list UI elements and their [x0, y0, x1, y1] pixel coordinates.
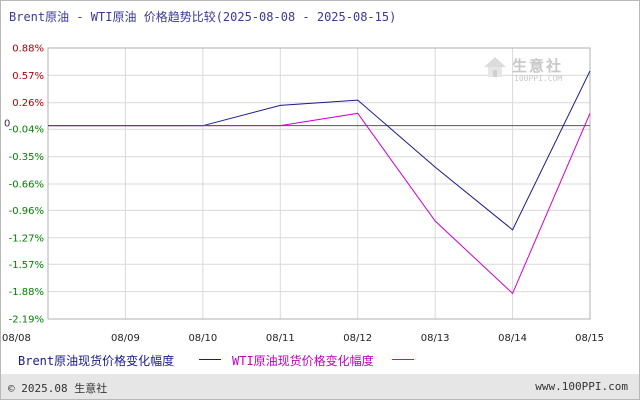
watermark-house-icon [484, 57, 506, 77]
chart-plot: 0 0.88% 0.57% 0.26% -0.04% -0.35% -0.66% -0.96… [2, 44, 604, 345]
legend-item-brent: Brent原油现货价格变化幅度 [18, 354, 175, 368]
series-line-wti [48, 112, 591, 295]
footer-website-link[interactable]: www.100PPI.com [535, 380, 628, 393]
x-tick-label: 08/14 [498, 333, 527, 344]
x-tick-label: 08/12 [343, 333, 372, 344]
plot-border [47, 47, 591, 320]
watermark-url: 100PPI.COM [514, 74, 563, 83]
y-tick-label: 0.26% [12, 98, 44, 109]
y-tick-labels: 0.88% 0.57% 0.26% -0.04% -0.35% -0.66% -0.96% -… [9, 44, 44, 326]
y-tick-label: 0.57% [12, 71, 44, 82]
y-tick-label: -1.57% [9, 260, 44, 271]
x-tick-label: 08/13 [421, 333, 450, 344]
zero-axis-label: 0 [4, 119, 10, 130]
legend-swatch-wti [392, 359, 414, 360]
y-tick-label: -0.35% [9, 152, 44, 163]
legend-item-wti: WTI原油现货价格变化幅度 [232, 354, 374, 368]
x-tick-label: 08/08 [2, 333, 31, 344]
y-tick-label: -0.96% [9, 206, 44, 217]
x-tick-label: 08/10 [188, 333, 217, 344]
chart-title: Brent原油 - WTI原油 价格趋势比较(2025-08-08 - 2025… [9, 10, 397, 24]
y-tick-label: -1.88% [9, 287, 44, 298]
x-tick-label: 08/09 [111, 333, 140, 344]
watermark-name: 生意社 [512, 57, 564, 75]
x-tick-label: 08/11 [266, 333, 295, 344]
series-line-brent [48, 70, 591, 231]
x-tick-labels: 08/08 08/09 08/10 08/11 08/12 08/13 08/14 08/15 [2, 333, 604, 344]
footer-bar [1, 374, 639, 399]
legend-swatch-brent [199, 359, 221, 360]
y-tick-label: -2.19% [9, 315, 44, 326]
x-tick-label: 08/15 [575, 333, 604, 344]
footer-copyright: © 2025.08 生意社 [8, 382, 108, 395]
y-tick-label: 0.88% [12, 44, 44, 55]
grid-lines [47, 47, 591, 320]
y-tick-label: -0.04% [9, 125, 44, 136]
y-tick-label: -1.27% [9, 233, 44, 244]
y-tick-label: -0.66% [9, 179, 44, 190]
series-lines [48, 70, 591, 295]
